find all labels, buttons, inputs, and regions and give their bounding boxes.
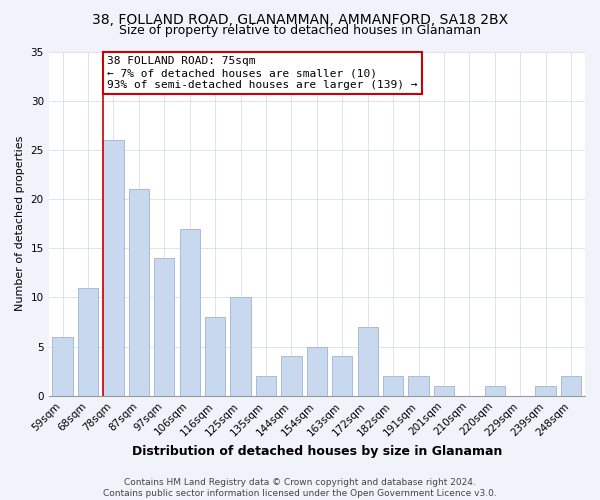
Bar bbox=[535, 386, 556, 396]
Text: 38 FOLLAND ROAD: 75sqm
← 7% of detached houses are smaller (10)
93% of semi-deta: 38 FOLLAND ROAD: 75sqm ← 7% of detached … bbox=[107, 56, 418, 90]
Bar bbox=[205, 317, 226, 396]
Bar bbox=[307, 346, 327, 396]
Text: Size of property relative to detached houses in Glanaman: Size of property relative to detached ho… bbox=[119, 24, 481, 37]
Bar bbox=[256, 376, 276, 396]
Bar bbox=[78, 288, 98, 396]
Bar bbox=[383, 376, 403, 396]
Bar bbox=[434, 386, 454, 396]
Bar bbox=[281, 356, 302, 396]
Bar bbox=[485, 386, 505, 396]
Bar bbox=[179, 228, 200, 396]
Bar bbox=[52, 337, 73, 396]
Bar bbox=[409, 376, 428, 396]
Bar bbox=[103, 140, 124, 396]
X-axis label: Distribution of detached houses by size in Glanaman: Distribution of detached houses by size … bbox=[131, 444, 502, 458]
Text: Contains HM Land Registry data © Crown copyright and database right 2024.
Contai: Contains HM Land Registry data © Crown c… bbox=[103, 478, 497, 498]
Bar bbox=[230, 298, 251, 396]
Bar bbox=[358, 327, 378, 396]
Bar bbox=[561, 376, 581, 396]
Text: 38, FOLLAND ROAD, GLANAMMAN, AMMANFORD, SA18 2BX: 38, FOLLAND ROAD, GLANAMMAN, AMMANFORD, … bbox=[92, 12, 508, 26]
Bar bbox=[154, 258, 175, 396]
Bar bbox=[332, 356, 352, 396]
Y-axis label: Number of detached properties: Number of detached properties bbox=[15, 136, 25, 312]
Bar bbox=[129, 189, 149, 396]
